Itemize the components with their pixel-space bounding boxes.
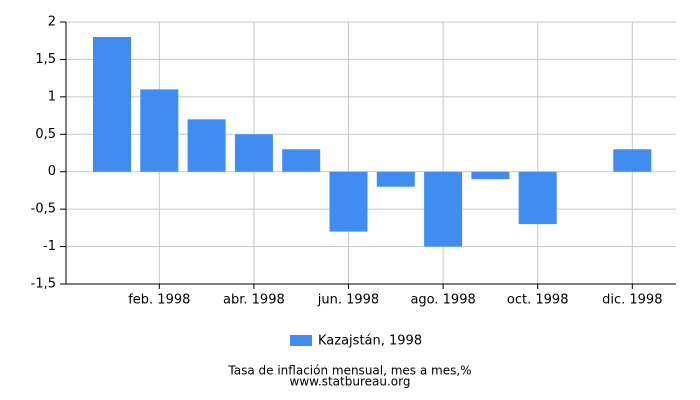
legend-label: Kazajstán, 1998: [318, 334, 422, 349]
x-tick-label: abr. 1998: [223, 293, 285, 308]
bar: [282, 149, 321, 172]
bar: [234, 134, 273, 172]
y-tick-label: -1,5: [31, 277, 56, 292]
y-tick-label: 2: [48, 15, 56, 30]
y-tick-label: -0,5: [31, 202, 56, 217]
y-tick-label: 1,5: [35, 52, 56, 67]
x-tick-label: ago. 1998: [410, 293, 475, 308]
bar: [93, 36, 131, 172]
bar: [471, 171, 510, 180]
bar: [187, 119, 226, 172]
source: www.statbureau.org: [290, 375, 411, 389]
bar: [329, 171, 368, 232]
y-tick-label: -1: [43, 239, 56, 254]
bar: [140, 89, 179, 172]
chart-title: Tasa de inflación mensual, mes a mes,%: [227, 364, 471, 378]
x-tick-label: oct. 1998: [507, 293, 569, 308]
y-tick-label: 1: [48, 89, 56, 104]
y-tick-label: 0,5: [35, 127, 56, 142]
bar: [518, 171, 557, 225]
bar: [613, 149, 652, 172]
y-tick-label: 0: [48, 164, 56, 179]
x-tick-label: dic. 1998: [602, 293, 662, 308]
x-tick-label: jun. 1998: [317, 293, 379, 308]
legend-swatch: [290, 335, 312, 346]
bar: [424, 171, 463, 247]
x-tick-label: feb. 1998: [128, 293, 190, 308]
bar: [376, 171, 415, 187]
